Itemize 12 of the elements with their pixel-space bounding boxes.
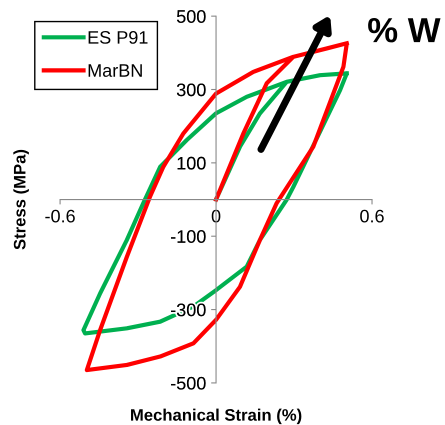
x-tick-label: 0.6 (360, 210, 384, 223)
annotation: % W (368, 18, 441, 42)
x-axis-title: Mechanical Strain (%) (131, 408, 302, 424)
y-axis-title: Stress (MPa) (13, 150, 29, 250)
y-tick-label: -100 (170, 230, 206, 243)
x-tick-label: -0.6 (45, 210, 75, 223)
y-tick-label: 500 (176, 10, 206, 23)
y-tick-label: 300 (176, 83, 206, 96)
legend-label: MarBN (88, 64, 142, 77)
legend-label: ES P91 (88, 31, 148, 44)
y-tick-label: 100 (178, 156, 206, 170)
y-tick-label: -500 (170, 376, 206, 390)
